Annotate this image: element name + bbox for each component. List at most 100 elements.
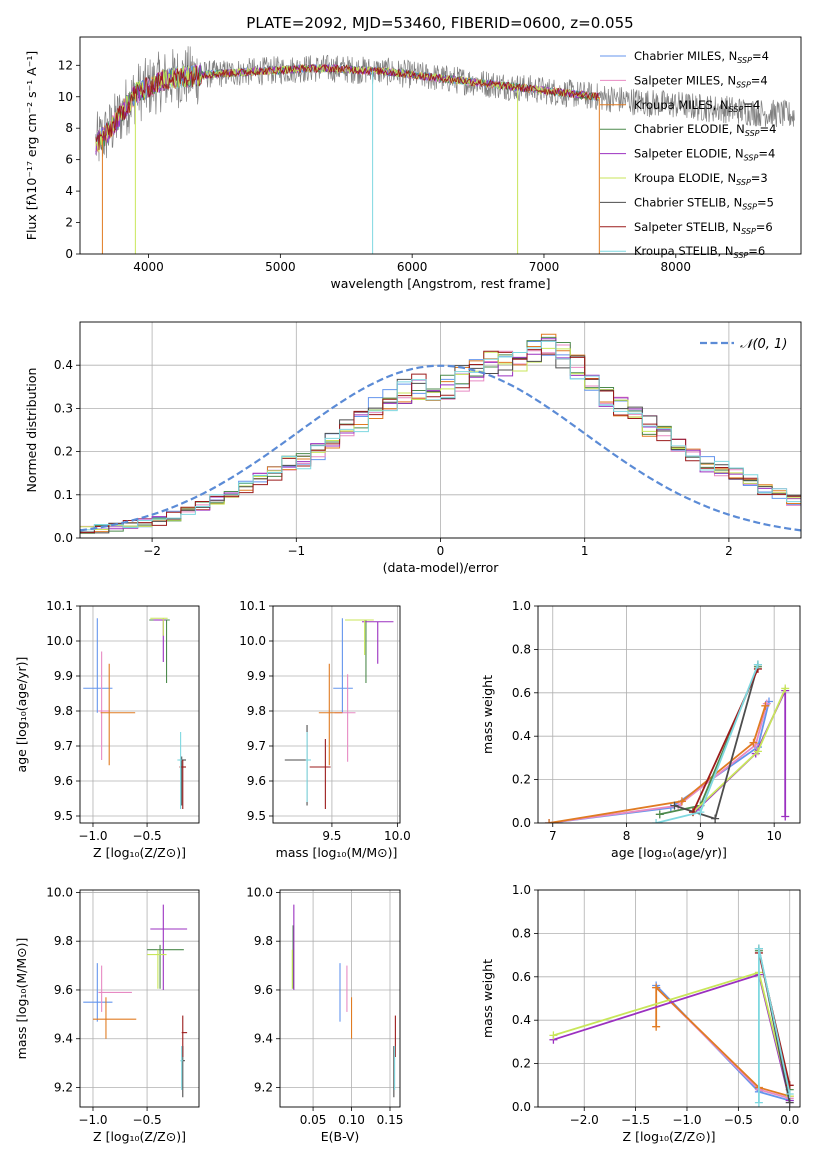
mass_weight_vs_Z-series-0	[652, 981, 794, 1105]
age_vs_Z-ytick-label: 9.9	[54, 669, 73, 683]
age_vs_Z-xtick-label: −1.0	[78, 829, 107, 843]
legend-suffix: =4	[751, 73, 768, 87]
legend-entry-0: Chabrier MILES, NSSP=4	[634, 49, 769, 65]
mass_weight_vs_age-ytick-label: 0.0	[512, 816, 531, 830]
residuals-xtick-label: 0	[437, 544, 445, 558]
legend-sub: SSP	[741, 227, 756, 236]
spectrum-ytick-label: 10	[58, 90, 73, 104]
mass_weight_vs_Z-xtick-label: −2.0	[570, 1113, 599, 1127]
mass_weight_vs_Z-axes: −2.0 −1.5 −1.0 −0.5 0.0 0.0 0.2 0.4 0.6 0.8 1.0 Z […	[480, 883, 801, 1144]
spectrum-model-7	[95, 64, 600, 151]
residuals-ytick-label: 0.4	[54, 358, 73, 372]
residual-histogram-8	[80, 340, 801, 531]
age_vs_mass-ytick-label: 9.8	[247, 704, 266, 718]
age_vs_Z-point-0	[83, 618, 113, 713]
residuals-frame	[79, 321, 802, 539]
mass_weight_vs_Z-series-4	[549, 970, 794, 1105]
legend-sub: SSP	[736, 178, 751, 187]
mass_weight_vs_age-ytick-label: 0.6	[512, 686, 531, 700]
mass_vs_Z-plot-area	[83, 904, 188, 1098]
residual-histogram-1	[80, 344, 801, 529]
mass_vs_EBV-frame	[279, 889, 401, 1108]
legend-sub: SSP	[734, 251, 749, 260]
mass_weight_vs_age-ytick-label: 1.0	[512, 599, 531, 613]
mass_weight_vs_Z-xtick-label: −0.5	[724, 1113, 753, 1127]
age_vs_Z-axes: −1.0 −0.5 9.5 9.6 9.7 9.8 9.9 10.0 10.1 Z [log₁₀(…	[14, 599, 200, 860]
age_vs_Z-ytick-label: 10.0	[46, 634, 73, 648]
legend-suffix: =4	[758, 147, 775, 161]
mass_weight_vs_Z-frame	[537, 889, 801, 1108]
age_vs_Z-point-2	[100, 663, 136, 766]
mass_weight_vs_Z-xtick-label: −1.0	[672, 1113, 701, 1127]
mass_weight_vs_age-marker	[696, 808, 705, 817]
spectrum-ylabel: Flux [fλ10⁻¹⁷ erg cm⁻² s⁻¹ A⁻¹]	[24, 51, 39, 240]
age_vs_mass-ytick-label: 9.9	[247, 669, 266, 683]
age_vs_mass-ytick-label: 9.5	[247, 809, 266, 823]
legend-entry-5: Kroupa ELODIE, NSSP=3	[634, 171, 768, 187]
age_vs_Z-ytick-label: 10.1	[46, 599, 73, 613]
mass_weight_vs_Z-xtick-label: −1.5	[621, 1113, 650, 1127]
mass_vs_Z-point-2	[92, 997, 137, 1039]
legend-label: Kroupa ELODIE, N	[634, 171, 736, 185]
legend-sub: SSP	[736, 80, 751, 89]
mass_vs_EBV-xtick-label: 0.10	[338, 1113, 365, 1127]
legend-label: Kroupa STELIB, N	[634, 244, 734, 258]
legend-entry-2: Kroupa MILES, NSSP=4	[634, 98, 760, 114]
spectrum-plot-area	[95, 46, 795, 254]
legend-entry-4: Salpeter ELODIE, NSSP=4	[634, 147, 775, 163]
mass_weight_vs_age-marker	[781, 684, 790, 693]
age_vs_mass-axes: 9.5 10.0 9.5 9.6 9.7 9.8 9.9 10.0 10.1 mass [log₁…	[239, 599, 410, 860]
mass_vs_Z-point-3	[147, 944, 184, 989]
spectrum-xtick-label: 8000	[661, 260, 692, 274]
mass_vs_EBV-ytick-label: 9.2	[254, 1080, 273, 1094]
mass_vs_Z-xtick-label: −1.0	[78, 1113, 107, 1127]
legend-label: Kroupa MILES, N	[634, 98, 729, 112]
mass_weight_vs_age-xtick-label: 8	[623, 829, 631, 843]
legend-sub: SSP	[737, 56, 752, 65]
mass_weight_vs_age-xtick-label: 7	[549, 829, 557, 843]
mass_vs_Z-point-4	[150, 904, 188, 990]
mass_weight_vs_age-axes: 7 8 9 10 0.0 0.2 0.4 0.6 0.8 1.0 age [log₁₀(age/yr…	[480, 599, 801, 860]
age_vs_Z-ytick-label: 9.7	[54, 739, 73, 753]
age_vs_mass-point-0	[333, 618, 353, 713]
mass_vs_EBV-axes: 0.05 0.10 0.15 9.2 9.4 9.6 9.8 10.0 E(B-V)	[246, 885, 403, 1144]
residuals-xtick-label: −1	[287, 544, 305, 558]
mass_weight_vs_age-marker	[753, 747, 762, 756]
mass_weight_vs_age-marker	[781, 812, 790, 821]
mass_weight_vs_age-xtick-label: 10	[767, 829, 782, 843]
legend-label: Chabrier MILES, N	[634, 49, 737, 63]
legend-entry-1: Salpeter MILES, NSSP=4	[634, 73, 768, 89]
mass_weight_vs_age-marker	[749, 738, 758, 747]
mass_weight_vs_age-marker	[670, 801, 679, 810]
mass_weight_vs_Z-ytick-label: 0.4	[512, 1013, 531, 1027]
legend-entry-6: Chabrier STELIB, NSSP=5	[634, 195, 774, 211]
mass_vs_Z-frame	[79, 889, 200, 1108]
age_vs_Z-xtick-label: −0.5	[133, 829, 162, 843]
spectrum-model-5	[95, 64, 600, 154]
mass_weight_vs_age-line	[548, 705, 767, 823]
normal-curve	[80, 364, 801, 532]
mass_weight_vs_Z-ylabel: mass weight	[480, 959, 495, 1038]
mass_vs_EBV-xtick-label: 0.05	[300, 1113, 327, 1127]
age_vs_mass-point-8	[305, 732, 311, 802]
mass_weight_vs_age-series-2	[545, 701, 770, 823]
mass_weight_vs_Z-marker	[652, 1022, 661, 1031]
spectrum-model-4	[95, 63, 600, 155]
mass_vs_EBV-ytick-label: 9.4	[254, 1032, 273, 1046]
legend-suffix: =4	[743, 98, 760, 112]
mass_weight_vs_age-marker	[711, 814, 720, 823]
mass_weight_vs_age-marker	[652, 819, 661, 823]
residuals-ytick-label: 0.3	[54, 401, 73, 415]
mass_vs_Z-point-7	[181, 1015, 188, 1058]
mass_weight_vs_Z-plot-area	[549, 944, 794, 1107]
age_vs_mass-xtick-label: 9.5	[322, 829, 341, 843]
mass_weight_vs_age-marker	[761, 701, 770, 710]
spectrum-frame	[79, 36, 802, 255]
age_vs_mass-point-5	[345, 619, 374, 655]
mass_vs_Z-ytick-label: 9.8	[54, 934, 73, 948]
residual-histogram-0	[80, 340, 801, 534]
age_vs_Z-xlabel: Z [log₁₀(Z/Z⊙)]	[93, 845, 186, 860]
mass_vs_EBV-ytick-label: 10.0	[246, 885, 273, 899]
